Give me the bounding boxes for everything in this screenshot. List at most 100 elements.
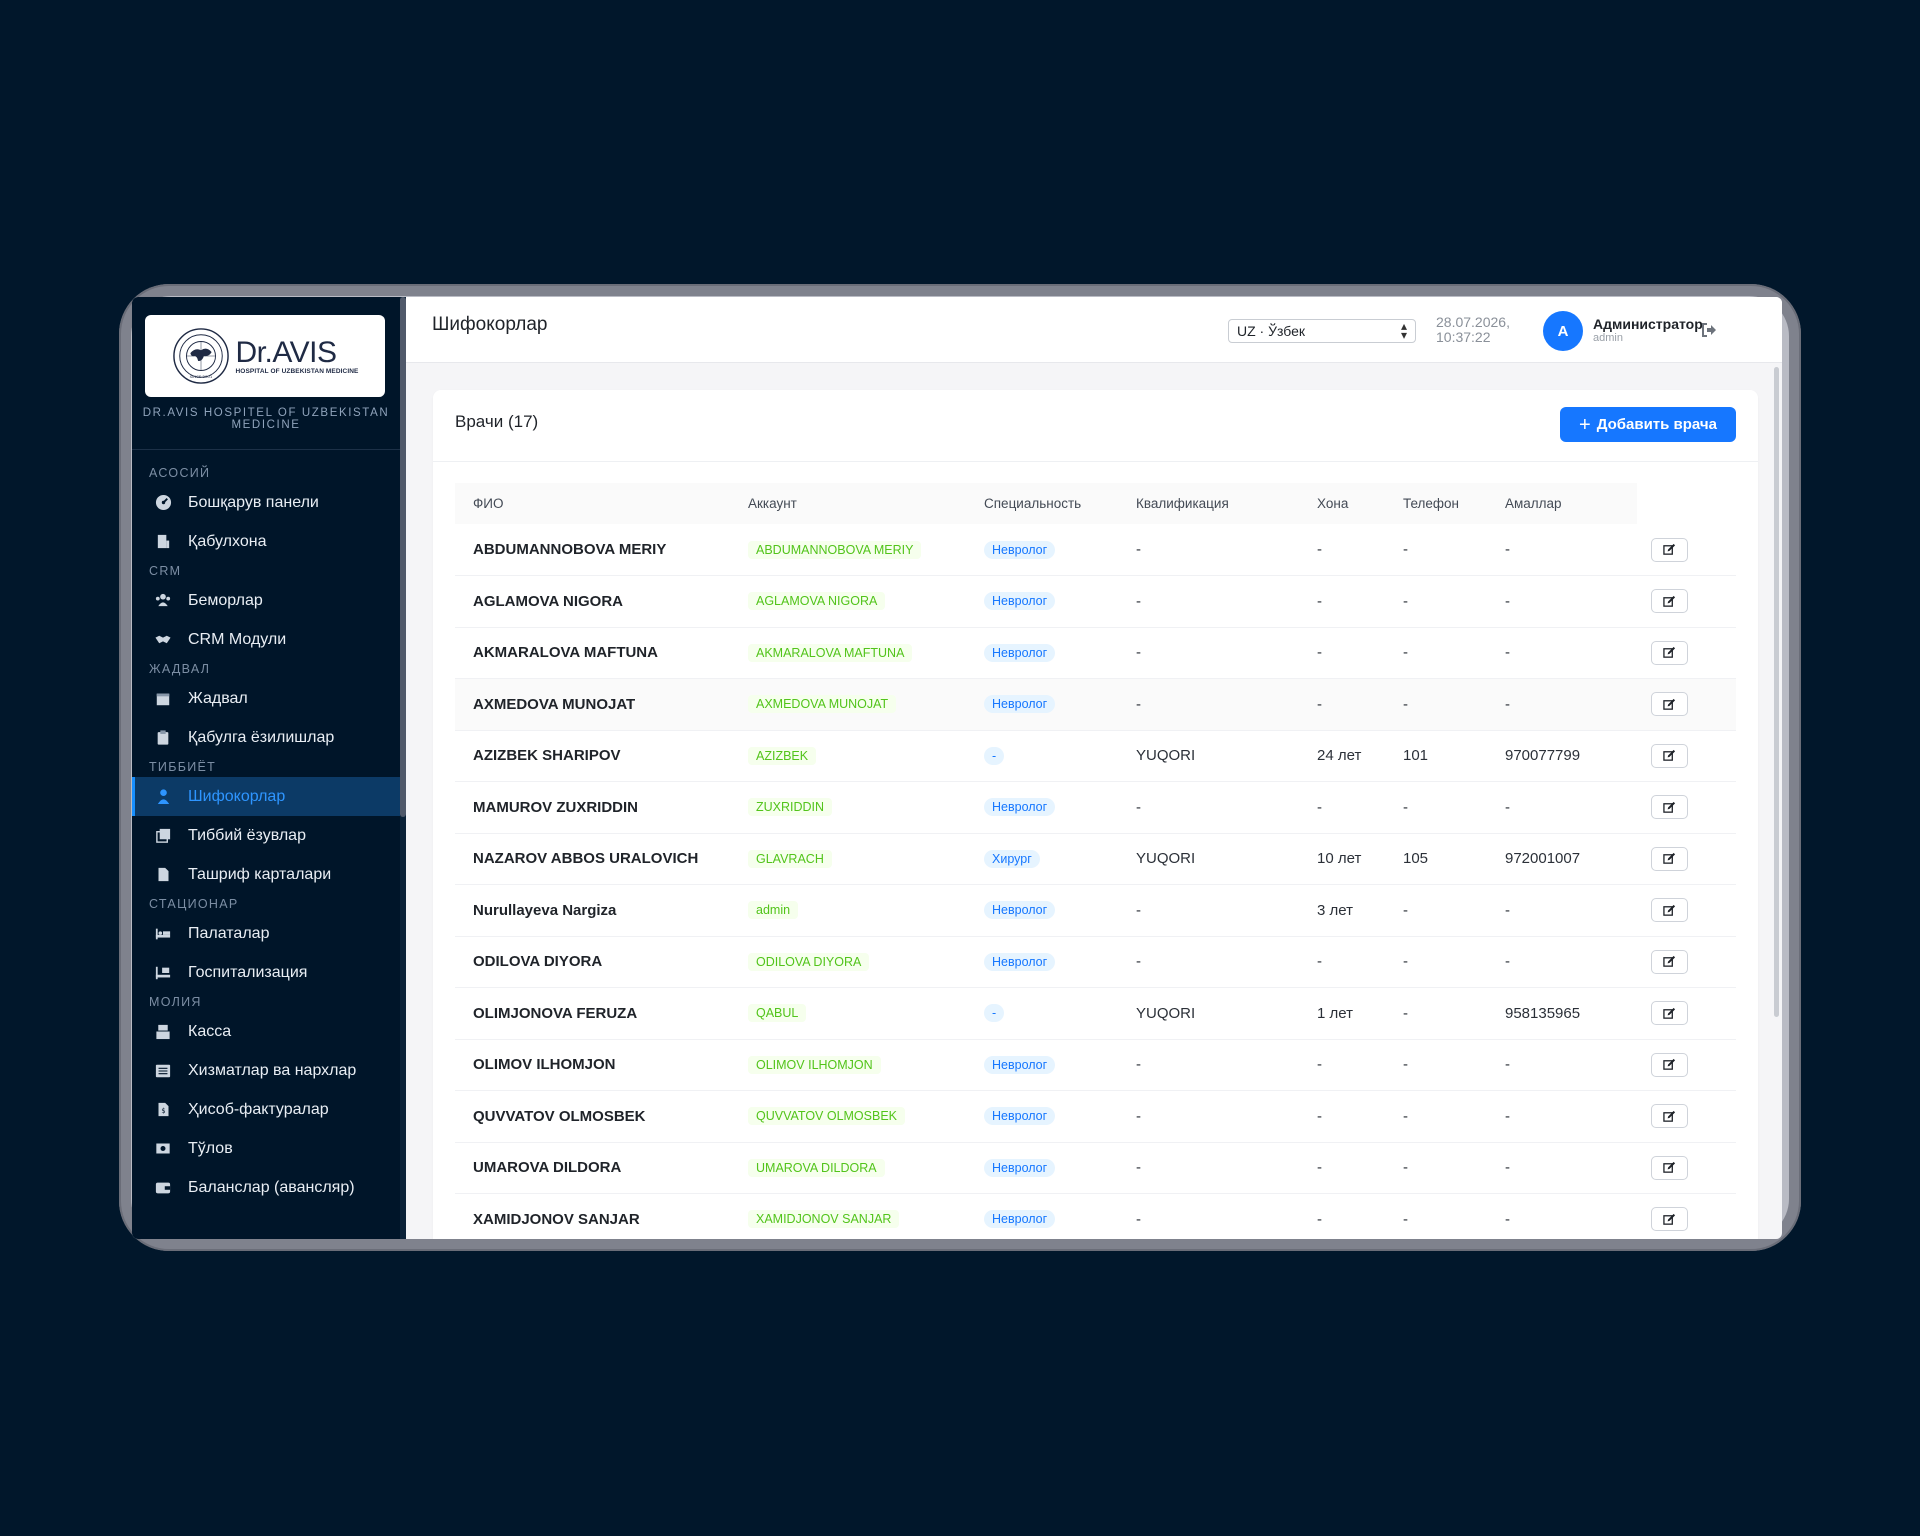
card-header: Врачи (17) + Добавить врача: [433, 390, 1758, 462]
logo[interactable]: SINCE 2001 Dr.AVIS HOSPITAL OF UZBEKISTA…: [145, 315, 385, 397]
doctor-name: ODILOVA DIYORA: [455, 936, 730, 988]
edit-icon: [1663, 543, 1676, 555]
specialty-tag-cell: -: [966, 730, 1118, 782]
sidebar-item-invoice[interactable]: $ Ҳисоб-фактуралар: [132, 1090, 400, 1129]
col-experience[interactable]: Хона: [1299, 483, 1385, 524]
sidebar-item-records[interactable]: Тиббий ёзувлар: [132, 816, 400, 855]
doctor-name: Nurullayeva Nargiza: [455, 884, 730, 937]
doctor-name: QUVVATOV OLMOSBEK: [455, 1090, 730, 1143]
main-scrollbar[interactable]: [1774, 367, 1779, 1017]
account-tag-cell: QUVVATOV OLMOSBEK: [730, 1090, 966, 1143]
edit-button[interactable]: [1651, 1104, 1688, 1129]
room: 101: [1385, 730, 1487, 782]
account-tag-cell: XAMIDJONOV SANJAR: [730, 1193, 966, 1239]
sidebar-item-doctor[interactable]: Шифокорлар: [132, 777, 400, 816]
experience: 3 лет: [1299, 884, 1385, 937]
doctors-table: ФИО Аккаунт Специальность Квалификация Х…: [455, 483, 1736, 1239]
table-row[interactable]: OLIMOV ILHOMJON OLIMOV ILHOMJON Невролог - -…: [455, 1039, 1736, 1091]
sidebar-item-label: Бошқарув панели: [188, 493, 319, 511]
account-tag: ODILOVA DIYORA: [748, 952, 870, 971]
account-tag-cell: AGLAMOVA NIGORA: [730, 575, 966, 628]
account-tag-cell: ODILOVA DIYORA: [730, 936, 966, 988]
account-tag-cell: admin: [730, 884, 966, 937]
sidebar-item-users[interactable]: Беморлар: [132, 581, 400, 620]
table-row[interactable]: NAZAROV ABBOS URALOVICH GLAVRACH Хирург YUQ…: [455, 833, 1736, 885]
edit-button[interactable]: [1651, 692, 1688, 717]
sidebar-item-wallet[interactable]: Баланслар (авансляр): [132, 1168, 400, 1207]
qualification: -: [1118, 1193, 1299, 1239]
doctor-name: UMAROVA DILDORA: [455, 1142, 730, 1194]
sidebar-item-money[interactable]: Тўлов: [132, 1129, 400, 1168]
add-doctor-button[interactable]: + Добавить врача: [1560, 407, 1736, 442]
edit-button[interactable]: [1651, 795, 1688, 820]
nav-section-title: CRM: [149, 564, 182, 578]
edit-button[interactable]: [1651, 537, 1688, 562]
language-select[interactable]: UZ · Ўзбек ▴ ▾: [1228, 319, 1416, 343]
sidebar-item-cash-register[interactable]: Касса: [132, 1012, 400, 1051]
phone: -: [1487, 1193, 1637, 1239]
edit-button[interactable]: [1651, 898, 1688, 923]
qualification: -: [1118, 1039, 1299, 1091]
nav-section-title: ТИББИЁТ: [149, 760, 217, 774]
table-row[interactable]: Nurullayeva Nargiza admin Невролог -3 лет - -: [455, 884, 1736, 937]
qualification: -: [1118, 936, 1299, 988]
table-row[interactable]: ABDUMANNOBOVA MERIY ABDUMANNOBOVA MERIY Не…: [455, 524, 1736, 576]
edit-button[interactable]: [1651, 949, 1688, 974]
room: -: [1385, 936, 1487, 988]
edit-button[interactable]: [1651, 1001, 1688, 1026]
table-row[interactable]: XAMIDJONOV SANJAR XAMIDJONOV SANJAR Неврол…: [455, 1193, 1736, 1239]
table-row[interactable]: OLIMJONOVA FERUZA QABUL - YUQORI 1 лет -95813…: [455, 987, 1736, 1040]
table-row[interactable]: MAMUROV ZUXRIDDIN ZUXRIDDIN Невролог - - - -: [455, 781, 1736, 834]
sidebar-item-dashboard[interactable]: Бошқарув панели: [132, 483, 400, 522]
avatar[interactable]: A: [1543, 311, 1583, 351]
specialty-tag-cell: Невролог: [966, 884, 1118, 937]
edit-button[interactable]: [1651, 1052, 1688, 1077]
sidebar-item-label: Шифокорлар: [188, 787, 286, 805]
room: 105: [1385, 833, 1487, 885]
col-account[interactable]: Аккаунт: [730, 483, 966, 524]
sidebar-scroll-thumb[interactable]: [400, 297, 406, 817]
col-specialty[interactable]: Специальность: [966, 483, 1118, 524]
edit-button[interactable]: [1651, 1155, 1688, 1180]
doctor-icon: [154, 788, 172, 806]
sidebar-item-handshake[interactable]: CRM Модули: [132, 620, 400, 659]
sidebar-item-hospital-bed[interactable]: Госпитализация: [132, 953, 400, 992]
col-qualification[interactable]: Квалификация: [1118, 483, 1299, 524]
qualification: YUQORI: [1118, 730, 1299, 782]
specialty-tag-cell: Невролог: [966, 781, 1118, 834]
sidebar-item-bed[interactable]: Палаталар: [132, 914, 400, 953]
sidebar-item-calendar[interactable]: Жадвал: [132, 679, 400, 718]
edit-button[interactable]: [1651, 1207, 1688, 1232]
sidebar-item-reception[interactable]: Қабулхона: [132, 522, 400, 561]
sidebar-item-label: Жадвал: [188, 689, 248, 707]
edit-button[interactable]: [1651, 846, 1688, 871]
sidebar-item-label: Тўлов: [188, 1139, 233, 1157]
table-row[interactable]: AZIZBEK SHARIPOV AZIZBEK - YUQORI 24 лет 101 9…: [455, 730, 1736, 782]
experience: 1 лет: [1299, 987, 1385, 1040]
account-tag: ABDUMANNOBOVA MERIY: [748, 540, 922, 559]
edit-button[interactable]: [1651, 589, 1688, 614]
table-row[interactable]: AGLAMOVA NIGORA AGLAMOVA NIGORA Невролог - -…: [455, 575, 1736, 628]
table-row[interactable]: UMAROVA DILDORA UMAROVA DILDORA Невролог - -…: [455, 1142, 1736, 1194]
table-row[interactable]: AXMEDOVA MUNOJAT AXMEDOVA MUNOJAT Невролог…: [455, 678, 1736, 731]
hospital-name: DR.AVIS HOSPITEL OF UZBEKISTAN MEDICINE: [142, 407, 390, 431]
sidebar-item-card-file[interactable]: Ташриф карталари: [132, 855, 400, 894]
logout-icon[interactable]: [1699, 320, 1719, 340]
col-room[interactable]: Телефон: [1385, 483, 1487, 524]
qualification: -: [1118, 575, 1299, 628]
edit-button[interactable]: [1651, 743, 1688, 768]
specialty-tag-cell: -: [966, 987, 1118, 1040]
sidebar-scrollbar[interactable]: [400, 297, 406, 1239]
account-tag-cell: ABDUMANNOBOVA MERIY: [730, 524, 966, 576]
table-row[interactable]: AKMARALOVA MAFTUNA AKMARALOVA MAFTUNA Невр…: [455, 627, 1736, 679]
sidebar: SINCE 2001 Dr.AVIS HOSPITAL OF UZBEKISTA…: [132, 297, 406, 1239]
col-phone[interactable]: Амаллар: [1487, 483, 1637, 524]
sidebar-item-list[interactable]: Хизматлар ва нархлар: [132, 1051, 400, 1090]
sidebar-item-clipboard[interactable]: Қабулга ёзилишлар: [132, 718, 400, 757]
actions-cell: [1637, 987, 1736, 1040]
table-row[interactable]: ODILOVA DIYORA ODILOVA DIYORA Невролог - - - -: [455, 936, 1736, 988]
table-row[interactable]: QUVVATOV OLMOSBEK QUVVATOV OLMOSBEK Неврол…: [455, 1090, 1736, 1143]
edit-button[interactable]: [1651, 640, 1688, 665]
phone: -: [1487, 781, 1637, 834]
col-fio[interactable]: ФИО: [455, 483, 730, 524]
